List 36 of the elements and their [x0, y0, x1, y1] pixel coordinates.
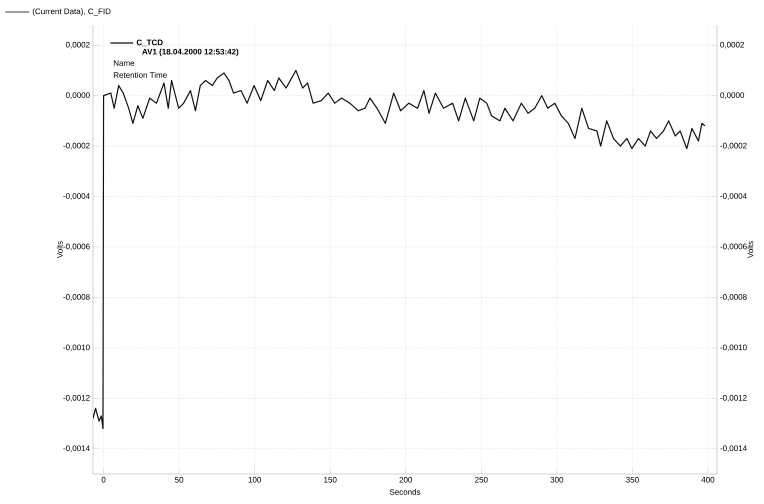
y2-tick-label: -0,0008 — [720, 294, 747, 301]
x-axis-title: Seconds — [390, 488, 420, 495]
x-tick-label: 200 — [399, 476, 412, 483]
y-tick-label: -0,0012 — [63, 395, 90, 402]
x-tick-label: 350 — [626, 476, 639, 483]
y2-tick-label: 0,0000 — [720, 92, 744, 99]
y2-tick-label: -0,0010 — [720, 344, 747, 352]
legend-label: C_TCD — [136, 40, 163, 46]
y-tick-label: -0,0014 — [63, 445, 90, 452]
chart-title: (Current Data), C_FID — [32, 8, 111, 16]
x-tick-label: 250 — [475, 476, 488, 483]
y2-tick-label: -0,0006 — [720, 244, 747, 250]
y-tick-label: 0,0002 — [66, 42, 90, 48]
y-tick-label: -0,0010 — [63, 344, 90, 352]
y-tick-label: -0,0008 — [63, 294, 90, 301]
y2-tick-label: -0,0012 — [720, 395, 747, 402]
x-tick-label: 300 — [550, 476, 564, 483]
y2-tick-label: -0,0004 — [720, 193, 747, 200]
y-tick-label: -0,0002 — [63, 142, 90, 150]
y-tick-label: -0,0006 — [63, 244, 90, 250]
y2-axis-title: Volts — [747, 241, 754, 258]
y-axis-title: Volts — [56, 241, 63, 258]
x-tick-label: 400 — [701, 476, 714, 483]
x-tick-label: 50 — [174, 476, 184, 483]
y2-tick-label: -0,0002 — [720, 142, 747, 150]
y-tick-label: -0,0004 — [63, 193, 90, 200]
line-series — [93, 70, 706, 430]
x-tick-label: 150 — [324, 476, 337, 483]
x-tick-label: 0 — [102, 476, 106, 483]
x-tick-label: 100 — [248, 476, 262, 483]
y2-tick-label: 0,0002 — [720, 42, 744, 48]
annotation: Retention Time — [114, 72, 167, 78]
annotation: AV1 (18.04.2000 12:53:42) — [142, 48, 238, 56]
annotation: Name — [114, 60, 134, 66]
y2-tick-label: -0,0014 — [720, 445, 747, 452]
y-tick-label: 0,0000 — [66, 92, 90, 99]
